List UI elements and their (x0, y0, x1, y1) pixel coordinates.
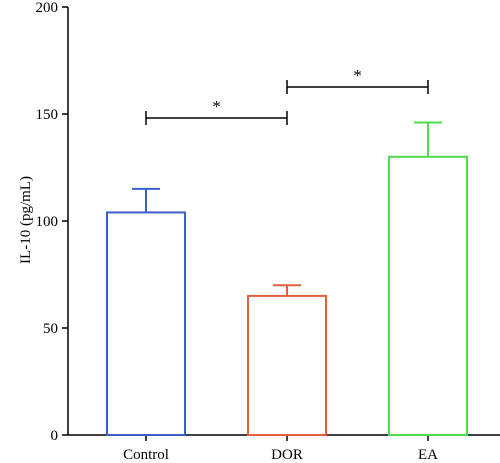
y-tick-label: 100 (36, 214, 59, 230)
x-tick-label-ea: EA (418, 447, 438, 463)
significance-star: * (212, 97, 221, 116)
bars (106, 155, 468, 437)
significance-star: * (353, 66, 362, 85)
bar-dor (247, 294, 327, 436)
axes: 0 50 100 150 200 Control DOR EA (36, 0, 500, 463)
y-tick-label: 200 (36, 0, 59, 16)
bar-control (106, 211, 186, 436)
x-tick-label-dor: DOR (271, 447, 303, 463)
y-tick-label: 150 (36, 107, 59, 123)
y-tick-label: 0 (51, 428, 59, 444)
y-tick-label: 50 (43, 321, 58, 337)
y-axis-title: IL-10 (pg/mL) (18, 176, 34, 264)
x-tick-label-control: Control (123, 447, 169, 463)
bar-ea (388, 155, 468, 437)
error-bars (132, 121, 442, 296)
significance-brackets: ** (145, 66, 429, 125)
